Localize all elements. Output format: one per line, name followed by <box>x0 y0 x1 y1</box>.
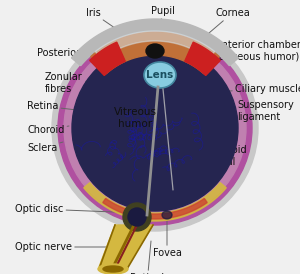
Polygon shape <box>95 31 215 59</box>
Circle shape <box>123 203 151 231</box>
Text: Posterior chamber: Posterior chamber <box>37 48 135 65</box>
Text: Suspensory
ligament: Suspensory ligament <box>231 100 294 122</box>
Polygon shape <box>84 183 226 221</box>
Circle shape <box>72 45 238 211</box>
Polygon shape <box>103 198 207 219</box>
Circle shape <box>58 31 252 225</box>
Text: Hyaloid
canal: Hyaloid canal <box>185 145 247 167</box>
Text: Optic nerve: Optic nerve <box>15 242 117 252</box>
Polygon shape <box>91 32 219 74</box>
Ellipse shape <box>162 211 172 219</box>
Circle shape <box>52 25 258 231</box>
Ellipse shape <box>103 266 123 272</box>
Text: Sclera: Sclera <box>27 142 63 153</box>
Text: Retina: Retina <box>27 101 77 111</box>
Text: Retinal
blood vessels: Retinal blood vessels <box>114 241 180 274</box>
Circle shape <box>128 208 146 226</box>
Text: Pupil: Pupil <box>151 6 175 39</box>
Text: Ciliary muscle: Ciliary muscle <box>229 84 300 94</box>
Circle shape <box>64 37 246 219</box>
Polygon shape <box>71 19 238 66</box>
Text: Choroid: Choroid <box>27 125 69 135</box>
Polygon shape <box>99 225 153 267</box>
Ellipse shape <box>146 44 164 58</box>
Polygon shape <box>90 42 125 76</box>
Text: Fovea: Fovea <box>153 219 181 258</box>
Text: Anterior chamber
(aqueous humor): Anterior chamber (aqueous humor) <box>187 40 300 65</box>
Text: Vitreous
humor: Vitreous humor <box>113 107 157 129</box>
Text: Optic disc: Optic disc <box>15 204 139 214</box>
Text: Iris: Iris <box>85 8 131 39</box>
Text: Zonular
fibres: Zonular fibres <box>45 72 141 94</box>
Ellipse shape <box>98 264 128 274</box>
Text: Lens: Lens <box>146 70 174 80</box>
Polygon shape <box>185 42 220 76</box>
Ellipse shape <box>144 62 176 88</box>
Text: Cornea: Cornea <box>195 8 250 45</box>
